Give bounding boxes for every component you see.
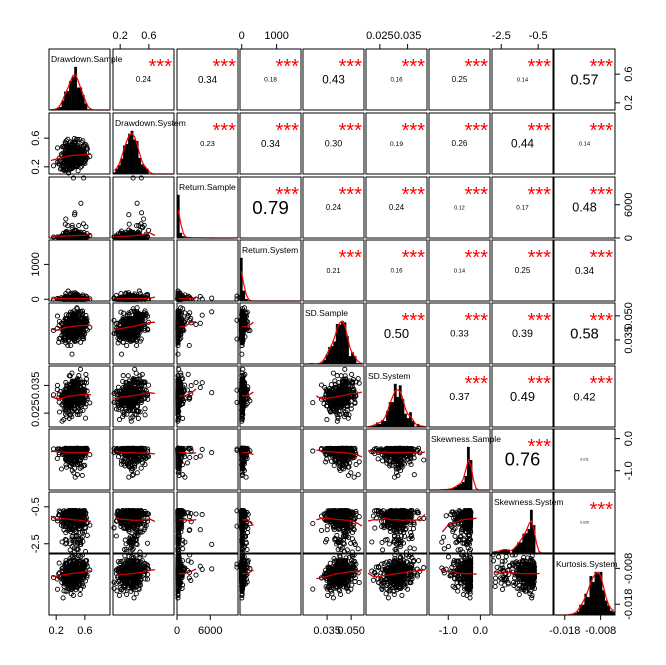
data-point	[54, 313, 61, 319]
data-point	[134, 342, 140, 349]
data-point	[77, 164, 84, 170]
scatter-panel-4-1	[111, 305, 152, 357]
data-point	[50, 392, 57, 398]
data-point	[63, 216, 69, 222]
data-point	[68, 342, 74, 349]
data-point	[115, 384, 121, 390]
data-point	[63, 138, 69, 144]
data-point	[119, 351, 125, 357]
data-point	[54, 382, 61, 388]
data-point	[73, 146, 79, 152]
data-point	[62, 221, 68, 227]
data-point	[142, 412, 148, 418]
data-point	[83, 371, 89, 377]
data-point	[78, 339, 84, 345]
data-point	[69, 166, 75, 172]
scatter-panel-4-2	[175, 305, 240, 357]
fit-line	[179, 297, 197, 300]
data-point	[133, 370, 139, 376]
data-point	[145, 227, 152, 233]
data-point	[186, 342, 192, 349]
data-point	[126, 212, 132, 218]
data-point	[124, 342, 130, 349]
data-point	[56, 409, 63, 415]
scatter-panel-4-0	[50, 305, 93, 357]
data-point	[79, 163, 85, 169]
data-point	[82, 415, 89, 421]
data-point	[141, 216, 147, 222]
data-point	[193, 321, 199, 328]
data-point	[83, 146, 89, 152]
scatter-panel-3-2	[175, 288, 240, 302]
data-point	[65, 136, 71, 142]
scatter-panel-3-1	[111, 288, 152, 302]
data-point	[125, 373, 131, 379]
data-point	[66, 170, 72, 176]
data-point	[116, 417, 123, 423]
data-point	[60, 144, 66, 150]
scatter-panel-2-1	[111, 175, 152, 240]
data-point	[68, 160, 74, 166]
data-point	[209, 309, 215, 315]
data-point	[197, 320, 203, 326]
data-point	[61, 167, 67, 173]
data-point	[188, 383, 194, 389]
data-point	[120, 373, 126, 379]
data-point	[77, 366, 84, 372]
data-point	[71, 139, 77, 145]
data-point	[139, 210, 145, 216]
data-point	[142, 406, 148, 412]
data-point	[56, 158, 62, 165]
data-point	[76, 222, 82, 229]
data-point	[209, 295, 215, 301]
data-point	[71, 155, 77, 161]
data-point	[79, 153, 85, 159]
data-point	[50, 163, 57, 169]
data-point	[72, 212, 78, 218]
data-point	[134, 200, 140, 206]
data-point	[128, 418, 134, 424]
data-point	[69, 351, 75, 357]
data-point	[126, 221, 132, 227]
data-point	[87, 400, 93, 406]
scatter-panel-4-3	[239, 305, 253, 357]
data-point	[54, 145, 61, 151]
data-point	[71, 135, 77, 142]
data-point	[56, 161, 62, 167]
data-point	[63, 145, 69, 151]
data-point	[185, 371, 191, 377]
data-point	[60, 166, 66, 172]
data-point	[199, 312, 205, 318]
data-point	[82, 157, 89, 163]
data-point	[121, 310, 127, 316]
data-point	[56, 399, 62, 405]
data-point	[135, 415, 141, 421]
data-point	[70, 175, 77, 181]
data-point	[193, 379, 199, 386]
data-point	[81, 142, 87, 148]
data-point	[73, 149, 79, 155]
data-point	[118, 309, 124, 315]
data-point	[180, 415, 186, 421]
data-point	[80, 221, 87, 227]
scatter-panel-3-0	[50, 288, 93, 302]
data-point	[78, 200, 84, 206]
scatter-panel-2-0	[50, 175, 93, 240]
fit-line	[50, 152, 92, 162]
data-point	[65, 288, 71, 294]
data-point	[75, 168, 81, 174]
data-point	[209, 390, 215, 396]
data-point	[199, 380, 205, 386]
data-point	[145, 382, 152, 388]
data-point	[197, 385, 203, 391]
data-point	[83, 224, 89, 230]
data-point	[81, 175, 87, 181]
